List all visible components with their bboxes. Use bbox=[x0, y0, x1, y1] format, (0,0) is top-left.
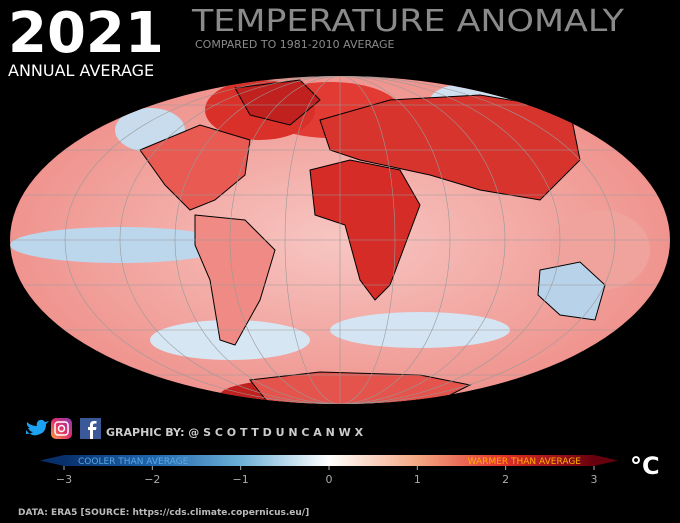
colorbar-tick-label: 3 bbox=[591, 473, 598, 486]
colorbar-tick-label: −1 bbox=[233, 473, 249, 486]
unit: °C bbox=[630, 452, 660, 480]
colorbar-tick-label: −3 bbox=[56, 473, 72, 486]
subtitle: COMPARED TO 1981-2010 AVERAGE bbox=[195, 38, 395, 51]
colorbar: COOLER THAN AVERAGE WARMER THAN AVERAGE bbox=[40, 455, 618, 467]
colorbar-tick-label: 0 bbox=[326, 473, 333, 486]
colorbar-tick-label: 2 bbox=[502, 473, 509, 486]
colorbar-tick-label: 1 bbox=[414, 473, 421, 486]
instagram-icon bbox=[51, 418, 72, 439]
colorbar-tick-label: −2 bbox=[144, 473, 160, 486]
graticule bbox=[10, 76, 670, 404]
twitter-icon bbox=[26, 419, 49, 436]
title: TEMPERATURE ANOMALY bbox=[191, 4, 625, 39]
period: ANNUAL AVERAGE bbox=[8, 61, 154, 80]
colorbar-bar bbox=[64, 455, 594, 466]
cool-label: COOLER THAN AVERAGE bbox=[78, 457, 189, 467]
source: DATA: ERA5 [SOURCE: https://cds.climate.… bbox=[18, 508, 309, 518]
year: 2021 bbox=[8, 1, 164, 66]
colorbar-low-extension bbox=[40, 455, 64, 466]
colorbar-high-extension bbox=[594, 455, 618, 466]
credit: GRAPHIC BY: @ S C O T T D U N C A N W X bbox=[106, 426, 364, 439]
globe bbox=[10, 76, 670, 404]
social-icons bbox=[26, 418, 101, 439]
warm-label: WARMER THAN AVERAGE bbox=[468, 457, 582, 467]
